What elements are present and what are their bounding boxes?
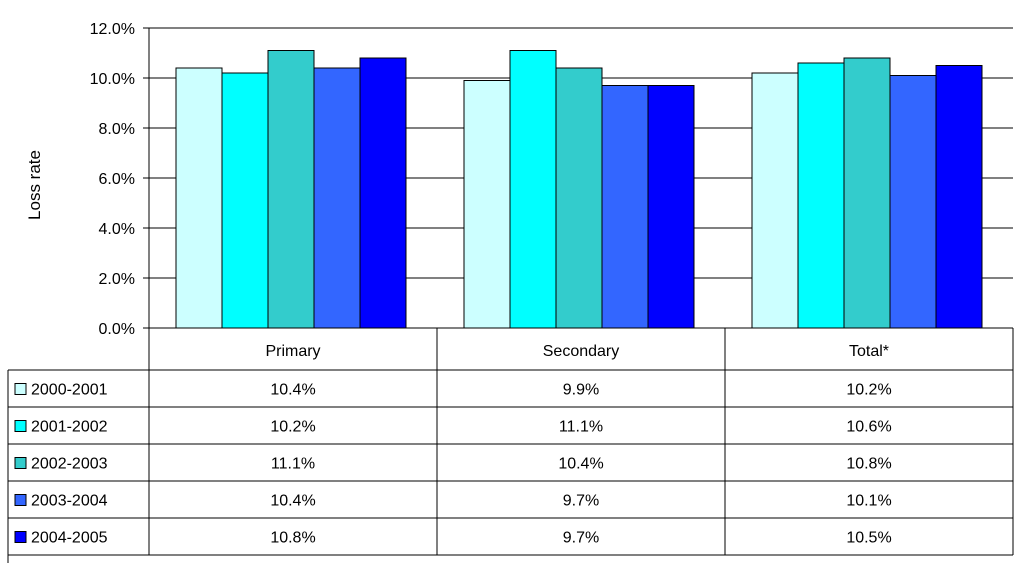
data-label: 9.7% (563, 493, 599, 510)
legend-key (14, 457, 27, 469)
bar (647, 85, 695, 329)
legend-label: 2001-2002 (31, 419, 108, 436)
bar (843, 57, 891, 329)
bar (797, 62, 845, 329)
data-label: 11.1% (559, 419, 603, 436)
bar (313, 67, 361, 329)
bar (601, 85, 649, 329)
data-label: 9.9% (563, 382, 599, 399)
legend-label: 2002-2003 (31, 456, 108, 473)
y-tick-label: 10.0% (90, 71, 135, 88)
legend-label: 2003-2004 (31, 493, 108, 510)
bar (751, 72, 799, 329)
y-axis-label: Loss rate (25, 150, 44, 220)
bar (935, 65, 983, 329)
data-label: 10.2% (270, 419, 315, 436)
legend-key (14, 383, 27, 395)
bar (555, 67, 603, 329)
legend-key (14, 420, 27, 432)
data-table: Primary Secondary Total* 2000-2001 10.4% 9.9%… (7, 328, 1014, 563)
bar (889, 75, 937, 329)
data-label: 10.8% (270, 530, 315, 547)
bar (509, 50, 557, 329)
y-tick-label: 12.0% (90, 21, 135, 38)
legend-key (14, 494, 27, 506)
bar (221, 72, 269, 329)
data-label: 9.7% (563, 530, 599, 547)
legend-label: 2000-2001 (31, 382, 108, 399)
y-tick-label: 4.0% (99, 221, 135, 238)
legend-key (14, 531, 27, 543)
y-tick-label: 6.0% (99, 171, 135, 188)
axes: 0.0% 2.0% 4.0% 6.0% 8.0% 10.0% 12.0% (90, 21, 150, 338)
data-label: 10.6% (846, 419, 891, 436)
bar (267, 50, 315, 329)
data-label: 10.8% (846, 456, 891, 473)
data-label: 10.4% (270, 493, 315, 510)
bar (359, 57, 407, 329)
bar (175, 67, 223, 329)
category-label: Primary (265, 343, 320, 360)
y-tick-label: 0.0% (99, 321, 135, 338)
data-label: 10.1% (846, 493, 891, 510)
bar (463, 80, 511, 329)
data-label: 11.1% (271, 456, 315, 473)
y-tick-label: 8.0% (99, 121, 135, 138)
data-label: 10.4% (270, 382, 315, 399)
data-label: 10.5% (846, 530, 891, 547)
legend-label: 2004-2005 (31, 530, 108, 547)
data-label: 10.4% (558, 456, 603, 473)
bars (175, 50, 983, 329)
data-label: 10.2% (846, 382, 891, 399)
category-label: Total* (849, 343, 889, 360)
category-label: Secondary (543, 343, 620, 360)
y-tick-label: 2.0% (99, 271, 135, 288)
